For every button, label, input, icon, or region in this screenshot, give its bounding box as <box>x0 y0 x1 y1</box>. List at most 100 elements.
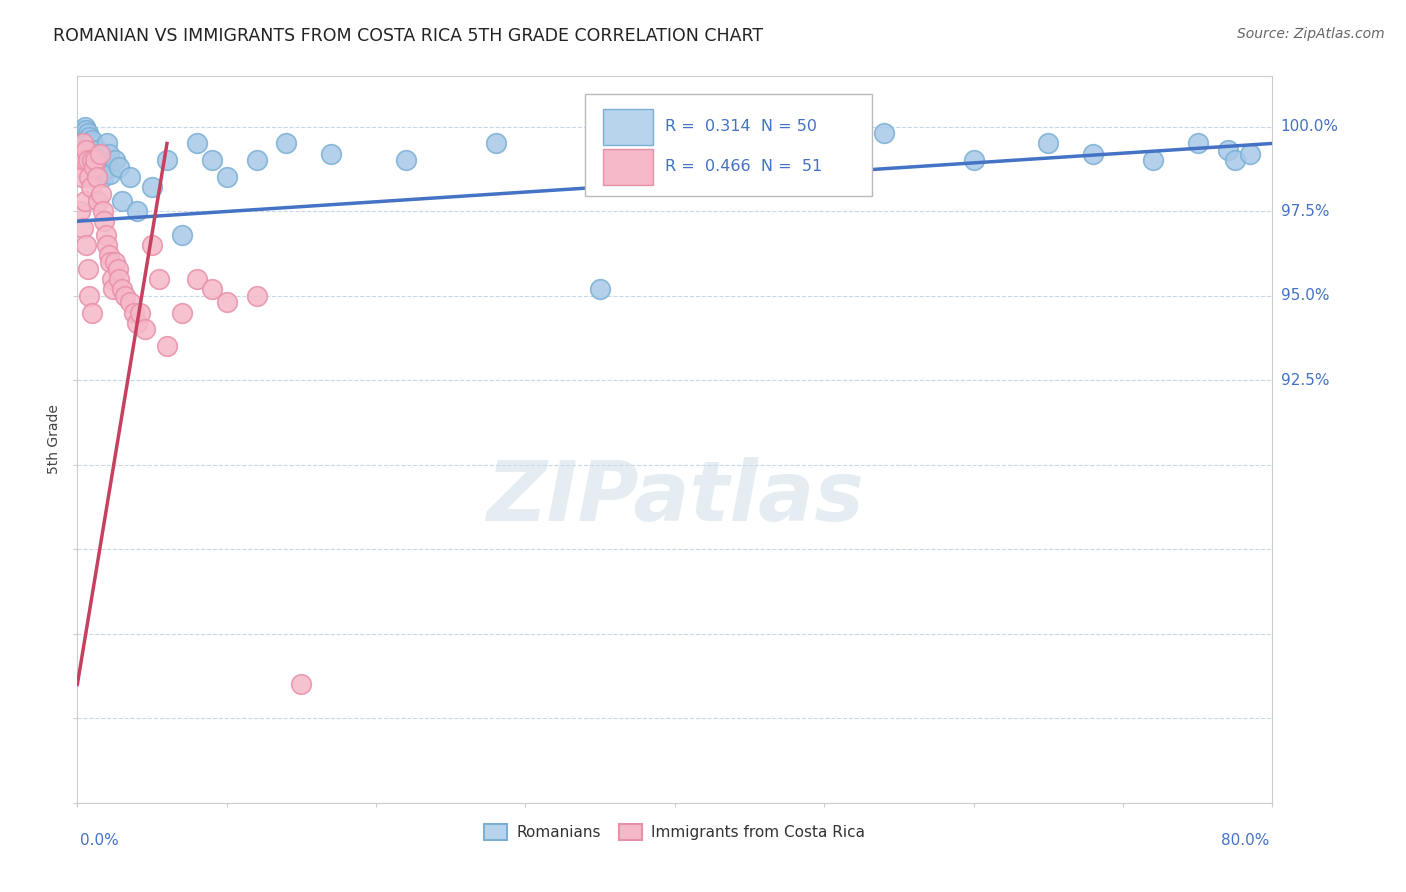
Point <box>963 153 986 168</box>
Point <box>76 153 98 168</box>
Point <box>75 123 97 137</box>
Point <box>96 238 118 252</box>
Point <box>186 136 208 151</box>
Point <box>201 153 224 168</box>
Text: ROMANIAN VS IMMIGRANTS FROM COSTA RICA 5TH GRADE CORRELATION CHART: ROMANIAN VS IMMIGRANTS FROM COSTA RICA 5… <box>53 27 763 45</box>
Point <box>1083 146 1105 161</box>
Point <box>321 146 343 161</box>
Point <box>127 316 149 330</box>
Text: 80.0%: 80.0% <box>1222 833 1270 848</box>
Point <box>93 163 115 178</box>
Point <box>67 153 90 168</box>
Point <box>69 204 91 219</box>
Point <box>104 153 127 168</box>
Point <box>246 288 269 302</box>
Point <box>1216 143 1239 157</box>
Point <box>98 254 121 268</box>
FancyBboxPatch shape <box>585 94 872 195</box>
Point <box>111 194 134 208</box>
Point <box>141 238 163 252</box>
Point <box>129 305 152 319</box>
FancyBboxPatch shape <box>603 109 654 145</box>
Point <box>1239 146 1261 161</box>
Point <box>75 238 97 252</box>
Point <box>134 322 156 336</box>
Point <box>72 136 94 151</box>
Text: R =  0.314  N = 50: R = 0.314 N = 50 <box>665 120 817 134</box>
Point <box>79 129 101 144</box>
Point <box>83 153 105 168</box>
Point <box>96 136 118 151</box>
Point <box>246 153 269 168</box>
Point <box>70 146 93 161</box>
Point <box>90 153 112 168</box>
Point <box>90 187 112 202</box>
Point <box>114 288 136 302</box>
Point <box>170 227 193 242</box>
Point <box>80 180 103 194</box>
Point <box>104 254 127 268</box>
Point <box>76 261 98 276</box>
Point <box>108 160 131 174</box>
Point <box>108 271 131 285</box>
Point <box>156 339 179 353</box>
Point <box>118 295 141 310</box>
Point <box>84 146 107 161</box>
Text: 100.0%: 100.0% <box>1281 119 1339 134</box>
Point <box>1187 136 1209 151</box>
Point <box>170 305 193 319</box>
Point <box>215 295 238 310</box>
Text: Source: ZipAtlas.com: Source: ZipAtlas.com <box>1237 27 1385 41</box>
Point <box>79 288 101 302</box>
Point <box>276 136 298 151</box>
Point <box>91 204 114 219</box>
Point <box>156 153 179 168</box>
Point <box>100 271 122 285</box>
Point <box>75 143 97 157</box>
Point <box>395 153 418 168</box>
Text: 97.5%: 97.5% <box>1281 203 1329 219</box>
Point <box>118 170 141 185</box>
Point <box>94 153 117 168</box>
Point <box>186 271 208 285</box>
Point <box>69 160 91 174</box>
Point <box>873 126 896 140</box>
Point <box>98 167 121 181</box>
Point <box>589 282 612 296</box>
Point <box>89 146 111 161</box>
Point <box>290 677 312 691</box>
Point <box>97 248 120 262</box>
Point <box>94 227 117 242</box>
Point <box>73 120 96 134</box>
Point <box>201 282 224 296</box>
Text: ZIPatlas: ZIPatlas <box>486 457 863 538</box>
Point <box>91 170 114 185</box>
Text: 0.0%: 0.0% <box>80 833 120 848</box>
Point <box>215 170 238 185</box>
Point <box>485 136 508 151</box>
Point <box>87 194 110 208</box>
Y-axis label: 5th Grade: 5th Grade <box>48 404 62 475</box>
Point <box>82 305 104 319</box>
Point <box>89 150 111 164</box>
FancyBboxPatch shape <box>603 149 654 185</box>
Point <box>103 282 124 296</box>
Point <box>72 123 94 137</box>
Legend: Romanians, Immigrants from Costa Rica: Romanians, Immigrants from Costa Rica <box>478 818 872 846</box>
Point <box>87 160 110 174</box>
Point <box>111 282 134 296</box>
Point <box>127 204 149 219</box>
Point <box>1038 136 1060 151</box>
Point <box>80 136 103 151</box>
Point <box>82 153 104 168</box>
Point <box>148 271 170 285</box>
Point <box>107 261 129 276</box>
Point <box>1142 153 1164 168</box>
Point <box>141 180 163 194</box>
Point <box>86 170 108 185</box>
Text: 92.5%: 92.5% <box>1281 373 1329 388</box>
Point <box>93 214 115 228</box>
Point <box>97 146 120 161</box>
Point <box>83 160 105 174</box>
Point <box>73 194 96 208</box>
